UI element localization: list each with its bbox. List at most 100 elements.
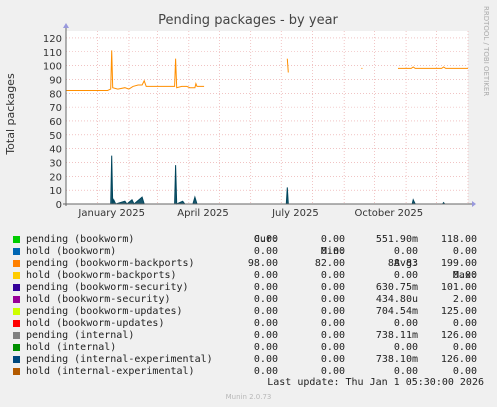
legend-label: pending (internal-experimental) — [26, 354, 213, 365]
legend-avg-value: 88.83 — [387, 258, 418, 269]
legend-row: pending (bookworm) 0.00 0.00 551.90m 118.00 — [0, 234, 497, 246]
legend-swatch — [13, 296, 20, 303]
legend-min-value: 0.00 — [320, 294, 345, 305]
y-tick-label: 20 — [49, 172, 62, 183]
legend-cur-value: 0.00 — [253, 306, 278, 317]
legend-cur-value: 0.00 — [253, 354, 278, 365]
y-tick-label: 90 — [49, 75, 62, 86]
legend-row: hold (internal-experimental) 0.00 0.00 0.00… — [0, 366, 497, 378]
legend-label: hold (bookworm-security) — [26, 294, 171, 305]
legend-avg-value: 434.80u — [375, 294, 418, 305]
chart-title: Pending packages - by year — [158, 13, 338, 28]
legend-max-value: 125.00 — [440, 306, 477, 317]
legend-avg-value: 0.00 — [393, 366, 418, 377]
legend-swatch — [13, 260, 20, 267]
x-tick-label: October 2025 — [354, 208, 423, 219]
y-tick-label: 30 — [49, 158, 62, 169]
axes — [63, 23, 476, 207]
y-tick-label: 60 — [49, 117, 62, 128]
legend-header-cur: Cur: — [253, 234, 278, 245]
legend-min-value: 0.00 — [320, 282, 345, 293]
legend-min-value: 0.00 — [320, 306, 345, 317]
legend-cur-value: 0.00 — [253, 342, 278, 353]
legend-cur-value: 0.00 — [253, 234, 278, 245]
legend-min-value: 0.00 — [320, 354, 345, 365]
legend-row: pending (internal-experimental) 0.00 0.00 7… — [0, 354, 497, 366]
legend-cur-value: 0.00 — [253, 282, 278, 293]
legend-avg-value: 551.90m — [375, 234, 418, 245]
legend-avg-value: 738.11m — [375, 330, 418, 341]
y-tick-label: 110 — [43, 48, 62, 59]
legend-avg-value: 738.10m — [375, 354, 418, 365]
y-tick-label: 100 — [43, 62, 62, 73]
x-ticks: January 2025 April 2025 July 2025 October 2… — [77, 208, 423, 219]
legend-max-value: 0.00 — [452, 366, 477, 377]
legend-cur-value: 0.00 — [253, 366, 278, 377]
x-axis-arrow — [472, 201, 476, 207]
rrdtool-label: RRDTOOL / TOBI OETIKER — [482, 6, 490, 96]
legend-row: hold (bookworm) 0.00 0.00 0.00 0.00 — [0, 246, 497, 258]
x-tick-label: January 2025 — [77, 208, 145, 219]
legend-swatch — [13, 320, 20, 327]
legend-max-value: 0.00 — [452, 270, 477, 281]
legend-header-max: Max: — [452, 270, 477, 281]
legend-row: pending (bookworm-backports) 98.00 82.00 88… — [0, 258, 497, 270]
legend-cur-value: 0.00 — [253, 270, 278, 281]
legend-label: pending (bookworm-security) — [26, 282, 189, 293]
legend-avg-value: 630.75m — [375, 282, 418, 293]
y-tick-label: 50 — [49, 131, 62, 142]
x-tick-label: April 2025 — [177, 208, 228, 219]
grid — [66, 31, 469, 204]
legend-max-value: 126.00 — [440, 354, 477, 365]
legend-label: hold (bookworm-updates) — [26, 318, 165, 329]
legend-cur-value: 0.00 — [253, 246, 278, 257]
legend-max-value: 199.00 — [440, 258, 477, 269]
legend-label: hold (internal) — [26, 342, 117, 353]
legend-max-value: 0.00 — [452, 246, 477, 257]
y-ticks: 0 10 20 30 40 50 60 70 80 90 100 110 120 — [43, 34, 62, 211]
last-update: Last update: Thu Jan 1 05:30:00 2026 — [267, 377, 484, 388]
legend-min-value: 0.00 — [320, 342, 345, 353]
legend-max-value: 2.00 — [452, 294, 477, 305]
legend-avg-value: 0.00 — [393, 342, 418, 353]
legend-avg-value: 0.00 — [393, 270, 418, 281]
legend-row: hold (internal) 0.00 0.00 0.00 0.00 — [0, 342, 497, 354]
legend-max-value: 118.00 — [440, 234, 477, 245]
legend-max-value: 0.00 — [452, 342, 477, 353]
legend-cur-value: 98.00 — [247, 258, 278, 269]
legend-label: hold (internal-experimental) — [26, 366, 195, 377]
y-axis-arrow — [63, 23, 69, 28]
legend-swatch — [13, 332, 20, 339]
legend-cur-value: 0.00 — [253, 318, 278, 329]
legend-max-value: 101.00 — [440, 282, 477, 293]
legend-cur-value: 0.00 — [253, 294, 278, 305]
legend-avg-value: 0.00 — [393, 318, 418, 329]
legend-row: pending (bookworm-security) 0.00 0.00 630.7… — [0, 282, 497, 294]
y-tick-label: 120 — [43, 34, 62, 45]
legend-swatch — [13, 272, 20, 279]
legend-swatch — [13, 356, 20, 363]
legend-max-value: 126.00 — [440, 330, 477, 341]
y-tick-label: 0 — [56, 200, 62, 211]
legend-label: pending (bookworm-backports) — [26, 258, 195, 269]
legend-swatch — [13, 308, 20, 315]
legend-row: hold (bookworm-security) 0.00 0.00 434.80u 2… — [0, 294, 497, 306]
series-line — [66, 50, 205, 91]
legend-row: pending (bookworm-updates) 0.00 0.00 704.54… — [0, 306, 497, 318]
legend-min-value: 0.00 — [320, 234, 345, 245]
legend-min-value: 0.00 — [320, 366, 345, 377]
y-tick-label: 10 — [49, 186, 62, 197]
x-tick-label: July 2025 — [271, 208, 319, 219]
plot-area — [66, 31, 468, 204]
legend-label: pending (bookworm) — [26, 234, 135, 245]
legend-label: pending (bookworm-updates) — [26, 306, 183, 317]
legend-header-avg: Avg: — [393, 258, 418, 269]
legend-label: hold (bookworm) — [26, 246, 117, 257]
legend-label: hold (bookworm-backports) — [26, 270, 177, 281]
legend-min-value: 0.00 — [320, 270, 345, 281]
y-tick-label: 70 — [49, 103, 62, 114]
y-tick-label: 80 — [49, 89, 62, 100]
legend-min-value: 82.00 — [314, 258, 345, 269]
legend-row: hold (bookworm-backports) 0.00 0.00 0.00 0.0… — [0, 270, 497, 282]
y-tick-label: 40 — [49, 145, 62, 156]
